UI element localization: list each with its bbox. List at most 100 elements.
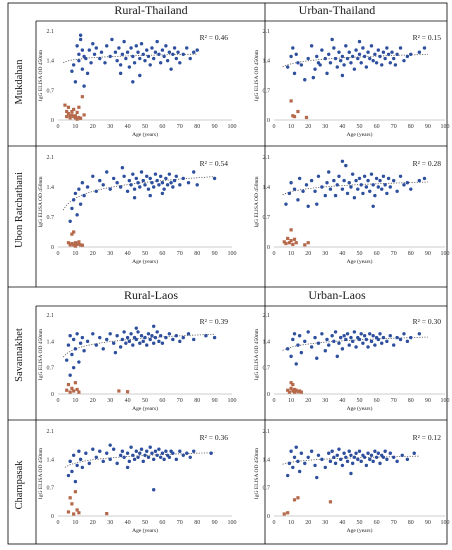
seronegative-point [68, 114, 72, 118]
x-tick-label: 70 [177, 520, 183, 526]
header-rural-laos: Rural-Laos [124, 288, 178, 302]
seronegative-point [77, 240, 81, 244]
x-tick-label: 30 [322, 398, 328, 404]
seropositive-point [340, 463, 345, 468]
seropositive-point [174, 457, 179, 462]
seropositive-point [364, 65, 369, 69]
seropositive-point [169, 67, 173, 71]
seropositive-point [167, 50, 172, 54]
x-tick-label: 70 [177, 398, 183, 404]
seropositive-point [352, 67, 357, 71]
x-tick-label: 10 [288, 124, 294, 130]
seropositive-point [380, 187, 384, 191]
x-tick-label: 40 [339, 398, 345, 404]
seropositive-point [333, 56, 338, 61]
seropositive-point [150, 46, 154, 50]
seronegative-point [70, 113, 74, 117]
seronegative-point [72, 107, 76, 112]
seropositive-point [110, 37, 114, 42]
seropositive-point [393, 63, 398, 67]
seropositive-point [306, 455, 310, 460]
x-tick-label: 40 [125, 124, 131, 130]
y-axis-label: IgG ELISA OD 450nm [38, 49, 44, 101]
seronegative-point [328, 500, 333, 504]
seropositive-point [150, 181, 154, 185]
seropositive-point [122, 330, 126, 334]
seropositive-point [105, 337, 109, 342]
seronegative-point [70, 241, 74, 246]
seropositive-point [139, 42, 144, 46]
seropositive-point [105, 170, 109, 174]
seropositive-point [395, 52, 399, 57]
seropositive-point [335, 183, 339, 187]
trendline [62, 176, 215, 211]
seropositive-point [131, 172, 135, 176]
trendline [63, 53, 198, 63]
seropositive-point [335, 65, 339, 69]
seropositive-point [212, 176, 217, 181]
seropositive-point [89, 61, 93, 65]
seronegative-point [291, 382, 295, 387]
seronegative-point [296, 109, 300, 114]
seropositive-point [143, 453, 147, 457]
seronegative-point [292, 387, 297, 392]
seropositive-point [152, 487, 156, 492]
x-tick-label: 100 [228, 251, 237, 257]
seropositive-point [111, 447, 116, 451]
seropositive-point [120, 52, 125, 57]
seropositive-point [129, 445, 133, 449]
seropositive-point [378, 54, 382, 59]
seropositive-point [285, 65, 290, 69]
x-tick-label: 50 [357, 520, 363, 526]
seropositive-point [381, 50, 386, 54]
seropositive-point [292, 71, 297, 76]
seropositive-point [402, 183, 406, 187]
x-tick-label: 80 [408, 520, 414, 526]
seropositive-point [292, 187, 297, 191]
y-tick-label: 2.1 [47, 29, 55, 35]
seropositive-point [316, 341, 321, 345]
seropositive-point [115, 58, 119, 63]
seropositive-point [309, 345, 314, 349]
x-axis-label: Age (years) [347, 405, 373, 412]
seropositive-point [417, 178, 422, 183]
seropositive-point [185, 46, 189, 50]
seropositive-point [148, 445, 152, 449]
seronegative-point [77, 511, 81, 515]
seropositive-point [385, 191, 389, 196]
seropositive-point [297, 176, 302, 181]
seropositive-point [71, 365, 76, 370]
seropositive-point [132, 61, 137, 65]
seropositive-point [77, 187, 81, 191]
x-tick-label: 0 [57, 398, 60, 404]
seropositive-point [287, 191, 292, 196]
seropositive-point [146, 332, 151, 336]
seropositive-point [80, 67, 85, 71]
seropositive-point [374, 455, 379, 460]
seropositive-point [138, 56, 142, 61]
seropositive-point [368, 189, 372, 193]
seropositive-point [131, 54, 135, 59]
seropositive-point [75, 44, 79, 48]
seropositive-point [349, 61, 353, 65]
y-tick-label: 0.7 [263, 366, 271, 372]
seropositive-point [71, 337, 76, 342]
seropositive-point [148, 63, 152, 67]
seropositive-point [294, 52, 298, 57]
seropositive-point [376, 337, 381, 342]
seropositive-point [376, 48, 381, 52]
seropositive-point [320, 185, 324, 189]
seropositive-point [91, 332, 95, 336]
x-tick-label: 50 [357, 251, 363, 257]
seropositive-point [153, 50, 158, 54]
seropositive-point [155, 39, 159, 44]
seronegative-point [289, 238, 293, 243]
seropositive-point [174, 56, 179, 61]
seropositive-point [338, 335, 343, 340]
seropositive-point [143, 335, 147, 340]
seropositive-point [332, 178, 336, 183]
seropositive-point [139, 333, 144, 338]
seropositive-point [101, 347, 105, 351]
x-tick-label: 40 [125, 251, 131, 257]
seropositive-point [139, 170, 144, 174]
